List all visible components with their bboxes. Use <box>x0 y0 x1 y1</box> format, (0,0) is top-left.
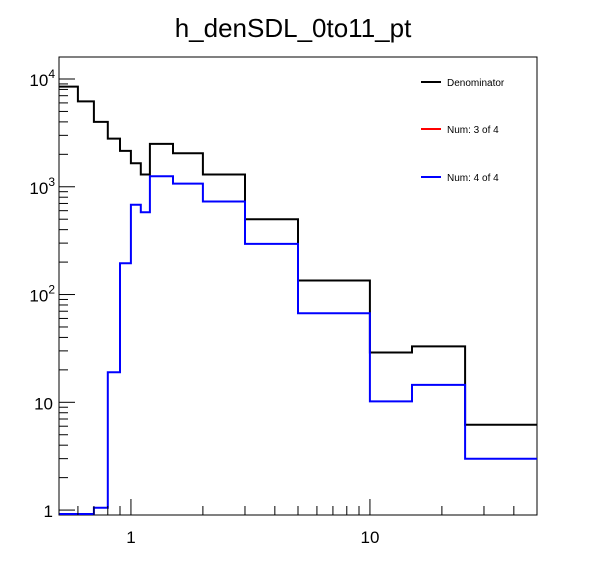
y-axis: 1 10 102 103 104 <box>29 67 75 521</box>
series-line-3 <box>59 175 537 515</box>
legend-label-3: Num: 4 of 4 <box>447 173 499 184</box>
y-tick-label: 10 <box>34 394 53 413</box>
y-tick-label: 1 <box>44 502 53 521</box>
legend: Denominator Num: 3 of 4 Num: 4 of 4 <box>421 78 505 184</box>
chart-title: h_denSDL_0to11_pt <box>175 13 412 43</box>
x-axis: 1 10 <box>58 499 538 547</box>
y-tick-label: 103 <box>29 175 55 198</box>
x-tick-label: 1 <box>126 528 135 547</box>
legend-label-2: Num: 3 of 4 <box>447 125 499 136</box>
y-tick-label: 102 <box>29 283 55 306</box>
x-tick-label: 10 <box>360 528 379 547</box>
legend-label-1: Denominator <box>447 78 505 89</box>
series-line-1 <box>59 85 537 426</box>
y-tick-label: 104 <box>29 67 55 90</box>
